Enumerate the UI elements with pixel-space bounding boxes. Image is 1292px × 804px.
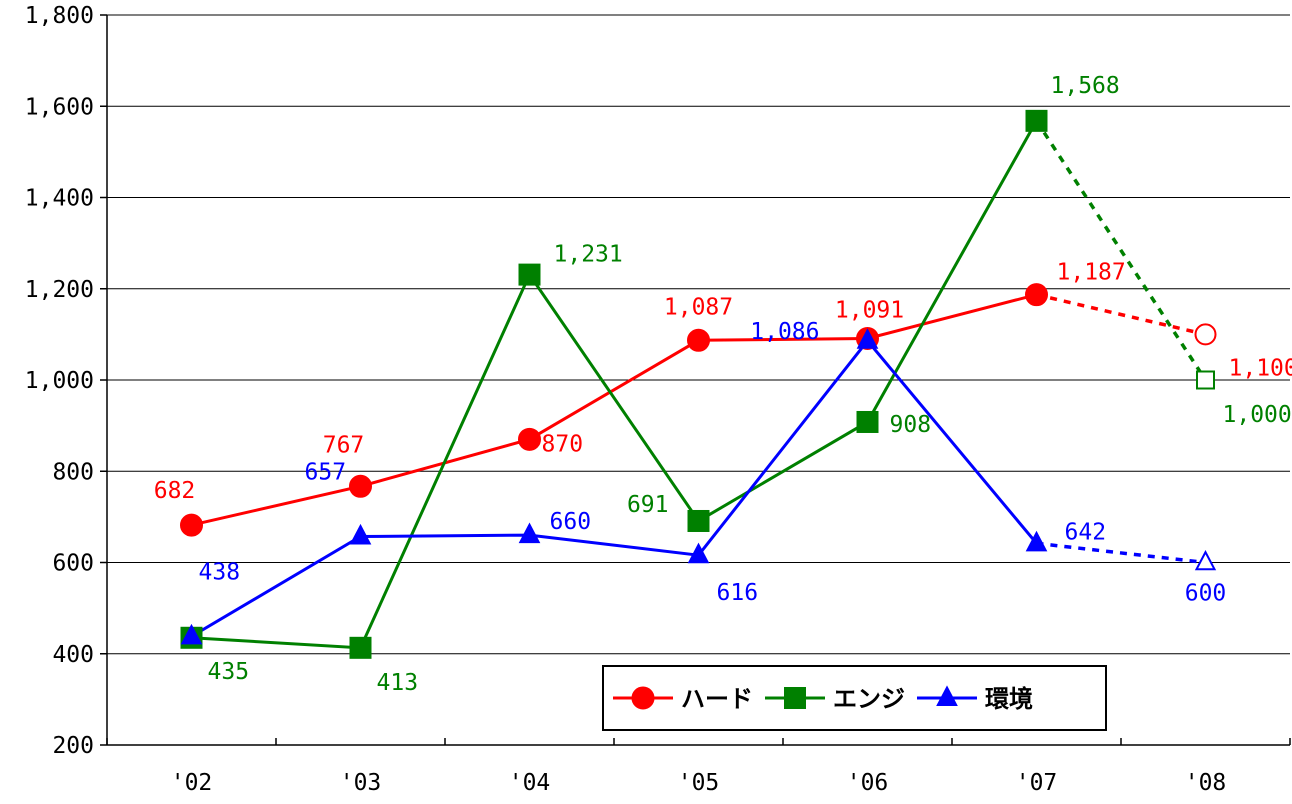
y-tick-label: 400 (52, 642, 94, 668)
data-label: 1,087 (664, 294, 733, 320)
data-label: 1,187 (1057, 260, 1126, 286)
data-point-triangle (856, 328, 879, 349)
data-label: 660 (550, 509, 592, 535)
legend-item: ハード (613, 685, 753, 713)
data-label: 1,231 (554, 242, 623, 268)
axes (100, 14, 1291, 746)
y-tick-label: 1,800 (25, 3, 94, 29)
legend-marker-triangle (936, 685, 958, 706)
data-point-circle (349, 474, 372, 498)
y-axis-tick-labels: 200 400 600 800 1,000 1,200 1,400 1,600 1,800 (25, 3, 94, 759)
series-line-square (191, 120, 1038, 650)
series-markers (180, 109, 1217, 659)
series-lines (190, 119, 1207, 650)
legend-item: 環境 (917, 685, 1033, 713)
data-label: 600 (1185, 581, 1227, 607)
data-point-square (687, 509, 710, 532)
series-forecast-line-circle (1036, 292, 1206, 337)
data-point-triangle (687, 542, 710, 564)
data-label: 1,091 (835, 297, 904, 323)
data-label: 1,568 (1051, 73, 1120, 99)
data-label: 616 (717, 580, 759, 606)
data-label: 1,100 (1229, 355, 1292, 381)
y-tick-label: 1,600 (25, 94, 94, 120)
data-label: 908 (890, 412, 932, 438)
data-point-triangle (518, 522, 541, 544)
x-tick-label: '02 (171, 770, 213, 796)
legend: ハード エンジ 環境 (602, 665, 1107, 731)
data-label: 413 (377, 670, 419, 696)
y-tick-label: 1,000 (25, 368, 94, 394)
data-labels: 682 767 870 1,087 1,091 1,187 1,100 435 413 1,231… (154, 73, 1292, 696)
x-tick-label: '05 (678, 770, 720, 796)
y-tick-label: 800 (52, 459, 94, 485)
x-tick-label: '06 (847, 770, 889, 796)
legend-box (602, 665, 1107, 731)
y-tick-label: 1,400 (25, 186, 94, 212)
x-tick-label: '07 (1016, 770, 1058, 796)
data-point-circle (1194, 323, 1217, 346)
data-point-triangle (1025, 530, 1048, 552)
data-label: 438 (199, 559, 241, 585)
y-tick-label: 200 (52, 733, 94, 759)
data-label: 642 (1065, 519, 1107, 545)
data-point-square (1196, 370, 1215, 390)
legend-marker-square (784, 687, 806, 709)
legend-label: 環境 (985, 685, 1033, 713)
data-label: 435 (208, 659, 250, 685)
data-point-square (518, 263, 541, 286)
legend-label: エンジ (833, 685, 905, 713)
data-point-circle (518, 427, 541, 451)
series-line-circle (191, 293, 1037, 527)
series-forecast-line-square (1035, 119, 1207, 381)
legend-item: エンジ (765, 685, 905, 713)
data-point-square (1025, 109, 1048, 132)
data-point-square (856, 410, 879, 433)
y-tick-label: 600 (52, 551, 94, 577)
data-label: 657 (305, 459, 347, 485)
data-label: 691 (627, 492, 669, 518)
data-point-square (349, 636, 372, 659)
legend-label: ハード (681, 685, 753, 713)
x-axis-tick-labels: '02 '03 '04 '05 '06 '07 '08 (171, 770, 1227, 796)
data-point-circle (687, 328, 710, 352)
data-point-triangle (349, 523, 372, 545)
y-tick-label: 1,200 (25, 277, 94, 303)
data-label: 682 (154, 478, 196, 504)
data-point-triangle (1194, 550, 1217, 571)
x-tick-label: '08 (1185, 770, 1227, 796)
data-point-circle (1025, 283, 1048, 307)
data-point-triangle (180, 623, 203, 645)
series-forecast-line-triangle (1036, 541, 1206, 565)
data-point-circle (180, 513, 203, 537)
data-label: 1,086 (750, 319, 819, 345)
x-tick-label: '03 (340, 770, 382, 796)
x-tick-label: '04 (509, 770, 551, 796)
data-label: 870 (542, 431, 584, 457)
data-label: 767 (323, 432, 365, 458)
legend-marker-circle (631, 686, 655, 710)
series-line-triangle (190, 338, 1038, 638)
data-label: 1,000 (1223, 402, 1292, 428)
